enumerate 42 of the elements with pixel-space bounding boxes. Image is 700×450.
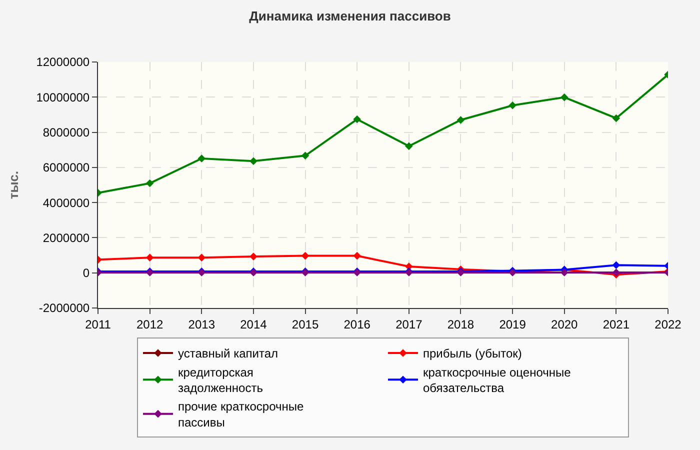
x-tick-label: 2021 [602, 317, 630, 332]
y-axis-title: тыс. [6, 170, 22, 200]
point [508, 102, 516, 110]
point [250, 157, 258, 165]
point [198, 254, 206, 262]
point [146, 179, 154, 188]
point [405, 142, 413, 150]
x-tick-label: 2015 [292, 317, 319, 332]
point [612, 261, 620, 270]
point [353, 252, 361, 260]
legend-label: прибыль (убыток) [423, 346, 522, 361]
point [198, 154, 206, 162]
x-tick-label: 2013 [188, 317, 216, 332]
x-tick-label: 2012 [136, 317, 164, 332]
chart-title: Динамика изменения пассивов [249, 8, 451, 24]
point [250, 252, 258, 260]
x-tick-label: 2011 [85, 317, 112, 332]
x-tick-label: 2014 [240, 317, 268, 332]
point [353, 115, 361, 124]
x-tick-label: 2022 [654, 317, 682, 332]
x-tick-label: 2017 [396, 317, 423, 332]
y-tick-label: -2000000 [38, 301, 90, 316]
x-tick-label: 2020 [551, 317, 578, 332]
point [560, 93, 568, 102]
legend-label: уставный капитал [178, 346, 278, 361]
x-tick-label: 2018 [447, 317, 474, 332]
y-tick-label: 10000000 [36, 90, 90, 104]
y-tick-label: 6000000 [42, 160, 90, 175]
point [456, 116, 465, 124]
point [301, 152, 310, 160]
y-tick-label: 2000000 [42, 230, 90, 245]
x-tick-label: 2019 [499, 317, 526, 332]
point [301, 252, 310, 260]
x-tick-label: 2016 [344, 317, 371, 332]
y-tick-label: 8000000 [42, 125, 90, 140]
y-tick-label: 12000000 [36, 55, 90, 70]
point [612, 114, 620, 122]
legend-label: краткосрочные оценочные обязательства [423, 366, 572, 396]
point [146, 254, 154, 262]
legend-label: прочие краткосрочные пассивы [178, 400, 304, 430]
y-tick-label: 4000000 [42, 196, 90, 210]
y-tick-label: 0 [82, 266, 90, 280]
